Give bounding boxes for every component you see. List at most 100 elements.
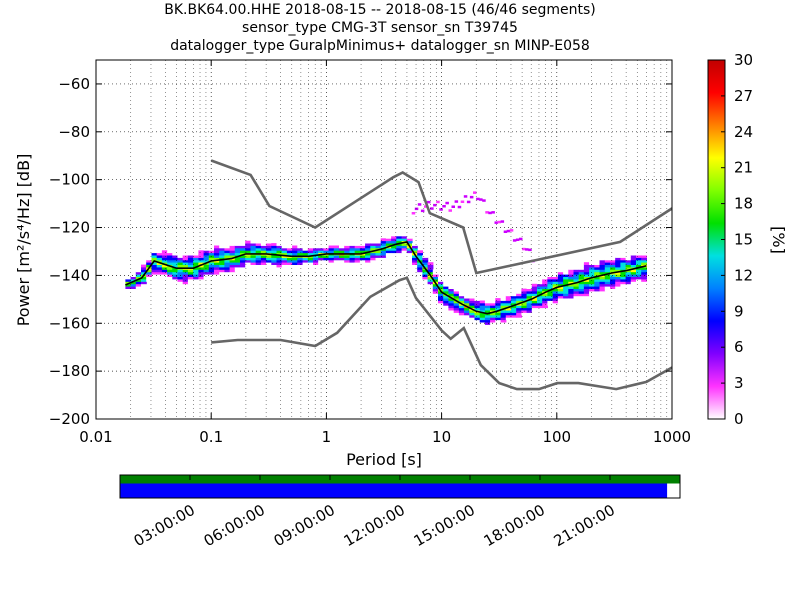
psd-cell <box>385 255 392 258</box>
psd-cell <box>391 235 397 239</box>
colorbar-tick-label: 30 <box>734 51 753 69</box>
psd-cell <box>630 271 637 275</box>
psd-cell <box>177 281 184 285</box>
psd-cell <box>474 298 481 301</box>
psd-cell <box>469 305 476 309</box>
psd-cell <box>240 259 246 263</box>
psd-outlier-cell <box>485 211 489 214</box>
psd-cell <box>542 293 548 297</box>
psd-cell <box>620 279 627 282</box>
psd-cell <box>130 281 137 285</box>
psd-cell <box>594 279 601 282</box>
psd-cell <box>219 259 225 263</box>
psd-cell <box>182 252 189 256</box>
psd-cell <box>234 264 241 268</box>
psd-cell <box>542 305 548 309</box>
psd-cell <box>511 295 517 299</box>
psd-cell <box>203 267 210 270</box>
psd-cell <box>615 279 621 282</box>
psd-cell <box>250 255 257 258</box>
psd-cell <box>380 257 387 261</box>
psd-cell <box>479 317 486 321</box>
psd-cell <box>135 274 142 277</box>
psd-cell <box>297 259 304 263</box>
psd-cell <box>641 279 647 282</box>
x-tick-label: 1 <box>322 428 332 446</box>
psd-cell <box>214 252 220 256</box>
psd-cell <box>521 291 528 294</box>
psd-cell <box>620 257 627 261</box>
psd-cell <box>526 288 533 292</box>
psd-cell <box>537 302 543 306</box>
psd-cell <box>641 276 647 280</box>
psd-cell <box>172 252 179 256</box>
psd-cell <box>568 271 575 275</box>
psd-cell <box>229 269 236 273</box>
psd-cell <box>328 255 335 258</box>
psd-cell <box>271 259 278 263</box>
psd-cell <box>610 264 616 268</box>
psd-cell <box>458 312 465 316</box>
psd-cell <box>490 298 496 301</box>
psd-cell <box>620 262 627 265</box>
psd-cell <box>464 307 470 311</box>
psd-cell <box>521 312 528 316</box>
psd-outlier-cell <box>430 207 434 210</box>
psd-cell <box>630 279 637 282</box>
psd-cell <box>526 310 533 313</box>
psd-cell <box>521 310 528 313</box>
psd-cell <box>469 302 476 306</box>
psd-cell <box>130 274 137 277</box>
psd-cell <box>385 247 392 251</box>
psd-cell <box>292 259 298 263</box>
psd-cell <box>615 255 621 258</box>
psd-cell <box>547 286 554 289</box>
psd-cell <box>349 255 356 258</box>
psd-cell <box>589 283 595 287</box>
psd-cell <box>573 298 580 301</box>
psd-cell <box>578 276 585 280</box>
psd-cell <box>625 271 632 275</box>
psd-cell <box>526 307 533 311</box>
psd-cell <box>177 276 184 280</box>
psd-cell <box>375 250 382 254</box>
psd-cell <box>286 262 293 265</box>
y-tick-label: −60 <box>58 75 90 93</box>
psd-cell <box>474 307 481 311</box>
colorbar-tick-label: 27 <box>734 87 753 105</box>
psd-cell <box>344 245 350 249</box>
psd-cell <box>177 279 184 282</box>
psd-cell <box>578 281 585 285</box>
psd-cell <box>495 319 502 323</box>
psd-cell <box>469 312 476 316</box>
psd-cell <box>583 279 590 282</box>
psd-cell <box>255 240 262 244</box>
psd-cell <box>219 245 225 249</box>
psd-cell <box>552 298 559 301</box>
psd-cell <box>187 264 194 268</box>
psd-cell <box>380 247 387 251</box>
psd-cell <box>214 259 220 263</box>
psd-cell <box>370 243 377 246</box>
psd-cell <box>292 252 298 256</box>
psd-cell <box>286 250 293 254</box>
psd-cell <box>479 305 486 309</box>
psd-cell <box>563 271 569 275</box>
psd-cell <box>229 264 236 268</box>
psd-cell <box>630 276 637 280</box>
psd-cell <box>396 252 403 256</box>
psd-cell <box>203 247 210 251</box>
psd-cell <box>208 257 215 261</box>
psd-cell <box>573 283 580 287</box>
psd-cell <box>505 302 512 306</box>
psd-cell <box>594 283 601 287</box>
noise-model-high-line <box>210 159 672 275</box>
psd-cell <box>385 250 392 254</box>
x-axis-ticks: 0.01 0.1 1 10 100 1000 <box>79 60 691 446</box>
psd-cell <box>130 283 137 287</box>
psd-cell <box>281 262 288 265</box>
psd-cell <box>172 269 179 273</box>
psd-cell <box>135 286 142 289</box>
chart-title-line-3: datalogger_type GuralpMinimus+ datalogge… <box>170 38 590 54</box>
psd-cell <box>542 283 548 287</box>
